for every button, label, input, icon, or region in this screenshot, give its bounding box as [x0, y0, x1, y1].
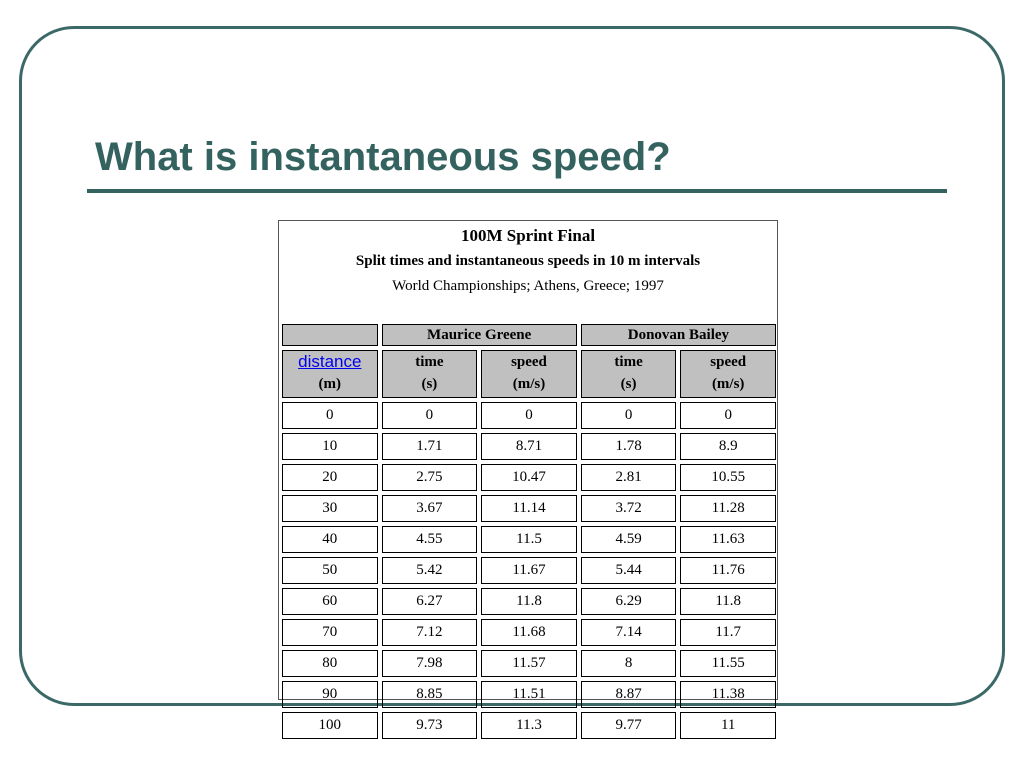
bailey-speed-cell: 10.55 — [680, 464, 776, 491]
athlete-header-row: Maurice Greene Donovan Bailey — [282, 324, 776, 346]
greene-speed-cell: 8.71 — [481, 433, 577, 460]
greene-speed-cell: 11.67 — [481, 557, 577, 584]
distance-cell: 90 — [282, 681, 378, 708]
table-row: 30 3.67 11.14 3.72 11.28 — [282, 495, 776, 522]
distance-cell: 0 — [282, 402, 378, 429]
distance-header: distance (m) — [282, 350, 378, 398]
time-header-bailey: time (s) — [580, 350, 677, 398]
time-label: time — [614, 354, 643, 370]
bailey-speed-cell: 11.55 — [680, 650, 776, 677]
bailey-time-cell: 4.59 — [580, 526, 677, 553]
greene-time-cell: 2.75 — [381, 464, 478, 491]
greene-speed-cell: 11.51 — [481, 681, 577, 708]
table-row: 60 6.27 11.8 6.29 11.8 — [282, 588, 776, 615]
bailey-speed-cell: 11.8 — [680, 588, 776, 615]
slide-frame — [19, 26, 1005, 706]
distance-cell: 70 — [282, 619, 378, 646]
slide-title: What is instantaneous speed? — [95, 135, 671, 179]
distance-link[interactable]: distance — [298, 352, 362, 371]
table-row: 80 7.98 11.57 8 11.55 — [282, 650, 776, 677]
speed-label: speed — [710, 354, 747, 370]
greene-time-cell: 5.42 — [381, 557, 478, 584]
bailey-speed-cell: 0 — [680, 402, 776, 429]
greene-speed-cell: 11.5 — [481, 526, 577, 553]
bailey-time-cell: 3.72 — [580, 495, 677, 522]
caption-subtitle: Split times and instantaneous speeds in … — [355, 253, 701, 269]
table-row: 20 2.75 10.47 2.81 10.55 — [282, 464, 776, 491]
greene-time-cell: 4.55 — [381, 526, 478, 553]
bailey-speed-cell: 11.38 — [680, 681, 776, 708]
bailey-time-cell: 2.81 — [580, 464, 677, 491]
greene-speed-cell: 11.3 — [481, 712, 577, 739]
table-row: 40 4.55 11.5 4.59 11.63 — [282, 526, 776, 553]
distance-cell: 30 — [282, 495, 378, 522]
title-underline — [87, 189, 947, 193]
distance-cell: 40 — [282, 526, 378, 553]
speed-label: speed — [511, 354, 547, 370]
greene-time-cell: 8.85 — [381, 681, 478, 708]
greene-time-cell: 9.73 — [381, 712, 478, 739]
greene-speed-cell: 11.57 — [481, 650, 577, 677]
table-caption: 100M Sprint Final Split times and instan… — [279, 221, 777, 321]
table-row: 10 1.71 8.71 1.78 8.9 — [282, 433, 776, 460]
bailey-time-cell: 6.29 — [580, 588, 677, 615]
bailey-time-cell: 8 — [580, 650, 677, 677]
time-unit: (s) — [421, 376, 438, 392]
time-header-greene: time (s) — [381, 350, 478, 398]
bailey-time-cell: 9.77 — [580, 712, 677, 739]
bailey-speed-cell: 11.76 — [680, 557, 776, 584]
table-row: 50 5.42 11.67 5.44 11.76 — [282, 557, 776, 584]
speed-unit: (m/s) — [711, 376, 745, 392]
greene-time-cell: 7.98 — [381, 650, 478, 677]
athlete-header-greene: Maurice Greene — [381, 324, 577, 346]
table-row: 90 8.85 11.51 8.87 11.38 — [282, 681, 776, 708]
bailey-speed-cell: 8.9 — [680, 433, 776, 460]
bailey-time-cell: 8.87 — [580, 681, 677, 708]
table-row: 70 7.12 11.68 7.14 11.7 — [282, 619, 776, 646]
bailey-time-cell: 1.78 — [580, 433, 677, 460]
sprint-table-panel: 100M Sprint Final Split times and instan… — [278, 220, 778, 739]
distance-cell: 100 — [282, 712, 378, 739]
caption-title: 100M Sprint Final — [460, 226, 596, 245]
greene-time-cell: 3.67 — [381, 495, 478, 522]
greene-time-cell: 6.27 — [381, 588, 478, 615]
bailey-speed-cell: 11 — [680, 712, 776, 739]
greene-time-cell: 7.12 — [381, 619, 478, 646]
split-times-table: Maurice Greene Donovan Bailey distance (… — [278, 320, 780, 743]
greene-speed-cell: 11.14 — [481, 495, 577, 522]
table-row: 100 9.73 11.3 9.77 11 — [282, 712, 776, 739]
bailey-speed-cell: 11.63 — [680, 526, 776, 553]
distance-cell: 20 — [282, 464, 378, 491]
greene-time-cell: 1.71 — [381, 433, 478, 460]
bailey-speed-cell: 11.7 — [680, 619, 776, 646]
empty-header-cell — [282, 324, 378, 346]
time-unit: (s) — [620, 376, 637, 392]
caption-event: World Championships; Athens, Greece; 199… — [392, 278, 664, 294]
distance-cell: 60 — [282, 588, 378, 615]
distance-cell: 10 — [282, 433, 378, 460]
column-header-row: distance (m) time (s) speed (m/s) time (… — [282, 350, 776, 398]
athlete-header-bailey: Donovan Bailey — [580, 324, 776, 346]
bailey-time-cell: 7.14 — [580, 619, 677, 646]
speed-unit: (m/s) — [512, 376, 546, 392]
distance-cell: 50 — [282, 557, 378, 584]
greene-speed-cell: 11.68 — [481, 619, 577, 646]
speed-header-bailey: speed (m/s) — [680, 350, 776, 398]
distance-unit: (m) — [318, 376, 342, 392]
bailey-speed-cell: 11.28 — [680, 495, 776, 522]
greene-speed-cell: 10.47 — [481, 464, 577, 491]
greene-speed-cell: 0 — [481, 402, 577, 429]
bailey-time-cell: 5.44 — [580, 557, 677, 584]
greene-time-cell: 0 — [381, 402, 478, 429]
time-label: time — [415, 354, 444, 370]
bailey-time-cell: 0 — [580, 402, 677, 429]
speed-header-greene: speed (m/s) — [481, 350, 577, 398]
distance-cell: 80 — [282, 650, 378, 677]
greene-speed-cell: 11.8 — [481, 588, 577, 615]
